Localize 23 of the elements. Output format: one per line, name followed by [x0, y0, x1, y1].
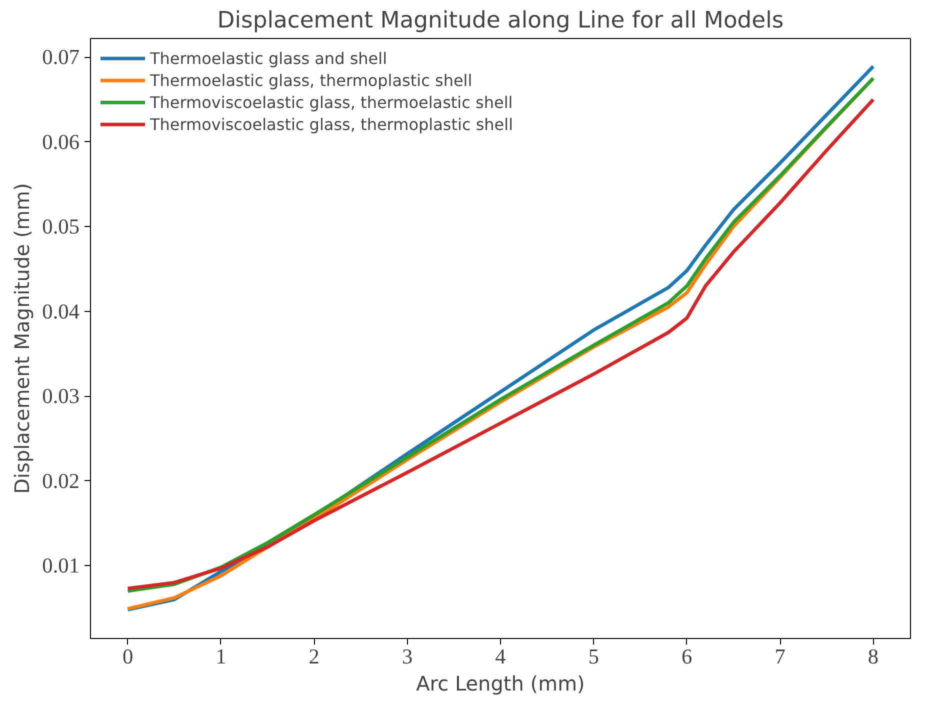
y-tick-label: 0.05: [42, 214, 80, 239]
x-tick-label: 2: [308, 644, 320, 668]
legend-label: Thermoelastic glass and shell: [150, 48, 388, 68]
x-tick-label: 6: [682, 644, 693, 668]
x-tick-label: 1: [216, 644, 226, 668]
x-tick-label: 7: [774, 644, 786, 668]
x-tick-label: 4: [495, 644, 506, 668]
x-tick-label: 5: [588, 644, 600, 668]
y-tick-label: 0.04: [42, 299, 80, 324]
legend-label: Thermoviscoelastic glass, thermoelastic shell: [150, 92, 513, 112]
y-tick-label: 0.02: [42, 468, 80, 493]
legend-label: Thermoelastic glass, thermoplastic shell: [150, 70, 472, 90]
y-axis-title: Displacement Magnitude (mm): [10, 183, 34, 494]
y-tick-label: 0.03: [42, 384, 80, 408]
x-tick-label: 3: [402, 644, 413, 668]
y-tick-label: 0.01: [42, 554, 80, 578]
x-axis-title: Arc Length (mm): [416, 672, 585, 696]
legend-label: Thermoviscoelastic glass, thermoplastic shell: [150, 114, 514, 134]
x-tick-label: 8: [868, 644, 879, 668]
y-tick-label: 0.06: [42, 130, 80, 154]
chart-title: Displacement Magnitude along Line for all Models: [217, 8, 784, 34]
y-tick-label: 0.07: [42, 45, 80, 70]
x-tick-label: 0: [122, 644, 134, 668]
